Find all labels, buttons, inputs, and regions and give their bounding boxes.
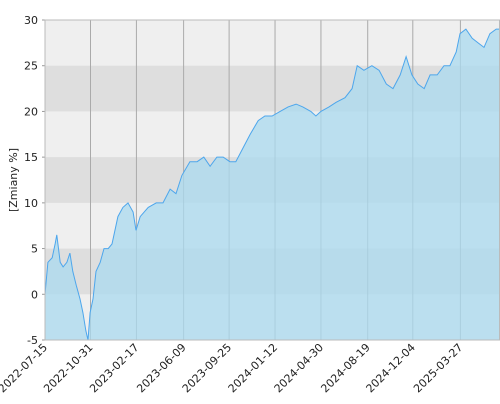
y-tick-label: 10 <box>24 197 38 210</box>
area <box>45 29 500 340</box>
y-tick-label: 15 <box>24 151 38 164</box>
x-tick-label: 2023-02-17 <box>87 341 141 395</box>
y-tick-label: 25 <box>24 60 38 73</box>
y-tick-label: -5 <box>27 334 38 347</box>
y-tick-label: 0 <box>31 288 38 301</box>
y-axis-label: [Zmiany %] <box>7 148 20 212</box>
x-tick-label: 2024-04-30 <box>272 341 326 395</box>
line <box>44 28 500 341</box>
x-tick-label: 2025-03-27 <box>411 341 465 395</box>
y-tick-label: 20 <box>24 105 38 118</box>
y-tick-label: 30 <box>24 14 38 27</box>
y-tick-label: 5 <box>31 243 38 256</box>
